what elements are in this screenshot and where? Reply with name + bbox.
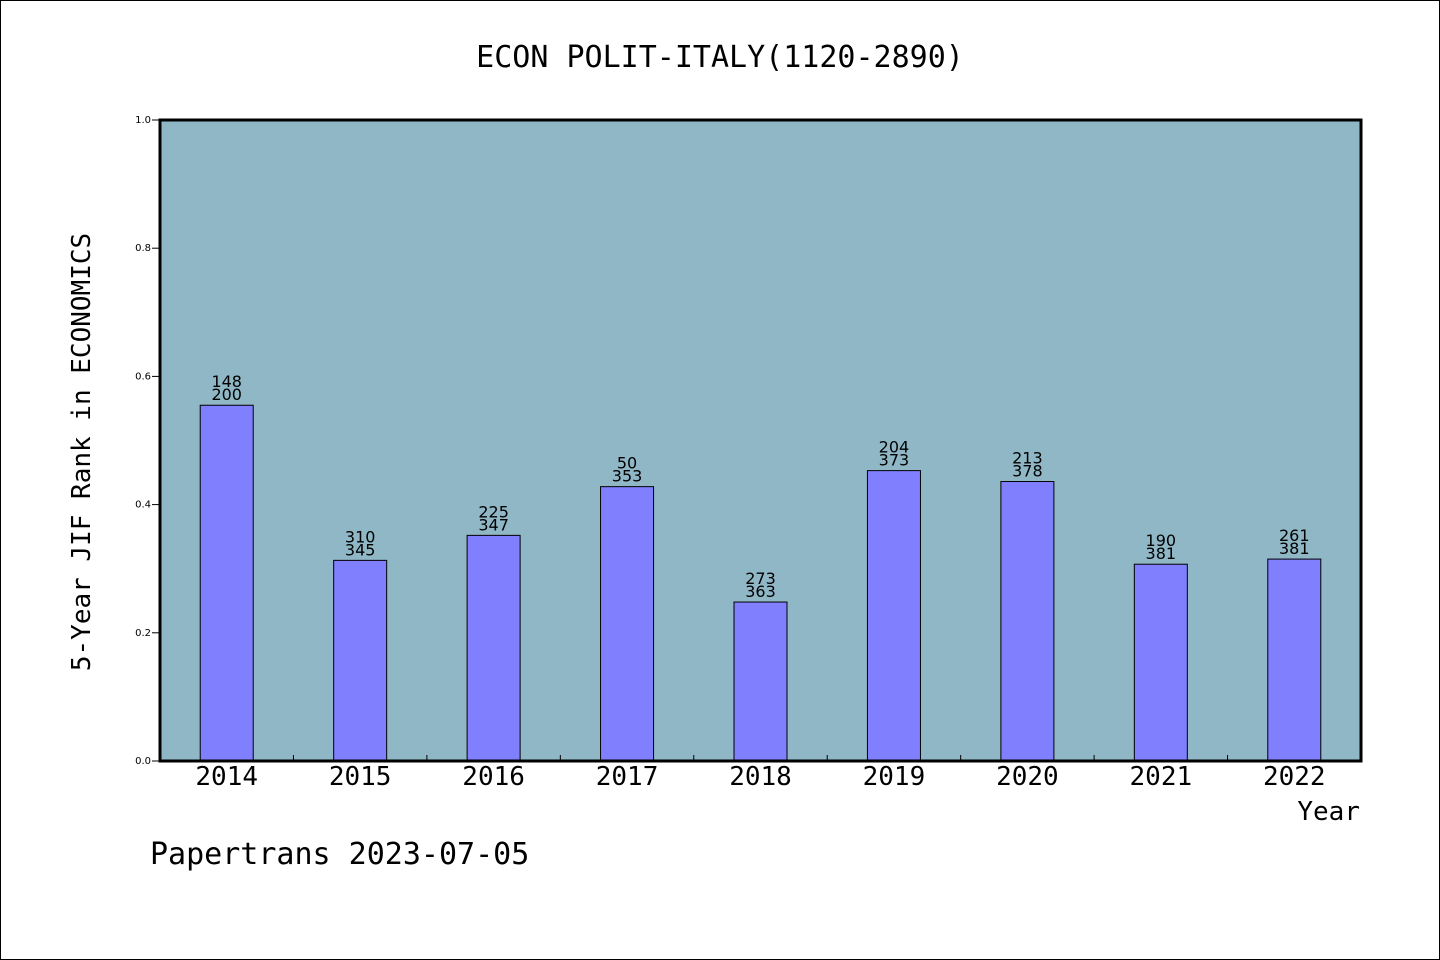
bar-2017 [600,486,655,762]
y-tick-label: 0.2 [135,628,151,639]
bar-label-bottom: 353 [612,467,643,486]
bars [199,404,1322,762]
bar-label-top: 273 [745,569,776,588]
bar-2018 [733,601,788,762]
x-tick-label: 2018 [729,762,792,792]
y-axis-label: 5-Year JIF Rank in ECONOMICS [67,233,97,671]
bar-label-top: 261 [1279,526,1310,545]
bar-2015 [333,559,388,762]
y-tick-label: 0.4 [135,500,151,511]
bar-label-bottom: 381 [1146,544,1177,563]
bar-label-bottom: 363 [745,582,776,601]
bar-2021 [1133,563,1188,762]
y-axis: 0.0 0.2 0.4 0.6 0.8 1.0 [135,115,160,767]
x-axis: 2014 2015 2016 2017 2018 2019 2020 2021 2022 [195,755,1326,792]
x-axis-label: Year [1297,797,1360,827]
bar-2020 [1000,481,1055,762]
bar-label-top: 204 [879,438,910,457]
bar-label-bottom: 373 [879,451,910,470]
bar-label-top: 50 [617,454,637,473]
bar-label-bottom: 345 [345,540,376,559]
bar-label-top: 213 [1012,449,1043,468]
x-tick-label: 2022 [1263,762,1326,792]
x-tick-label: 2020 [996,762,1059,792]
bar-2016 [466,534,521,762]
chart-title: ECON POLIT-ITALY(1120-2890) [476,40,964,75]
bar-2014 [199,404,254,762]
x-tick-label: 2016 [462,762,525,792]
bar-label-top: 310 [345,527,376,546]
bar-label-bottom: 381 [1279,539,1310,558]
bar-label-top: 148 [211,372,242,391]
y-tick-label: 0.8 [135,243,151,254]
footer-credit: Papertrans 2023-07-05 [150,837,529,872]
x-tick-label: 2021 [1130,762,1193,792]
y-tick-label: 1.0 [135,115,151,126]
bar-label-top: 225 [478,502,509,521]
y-tick-label: 0.0 [135,756,151,767]
bar-label-bottom: 347 [478,515,509,534]
bar-label-bottom: 378 [1012,462,1043,481]
bar-label-bottom: 200 [211,385,242,404]
bar-label-top: 190 [1146,531,1177,550]
x-tick-label: 2015 [329,762,392,792]
x-tick-label: 2014 [195,762,258,792]
bar-2019 [866,470,921,762]
bar-2022 [1267,558,1322,762]
plot-border [158,118,1363,763]
x-tick-label: 2019 [863,762,926,792]
y-tick-label: 0.6 [135,371,151,382]
x-tick-label: 2017 [596,762,659,792]
